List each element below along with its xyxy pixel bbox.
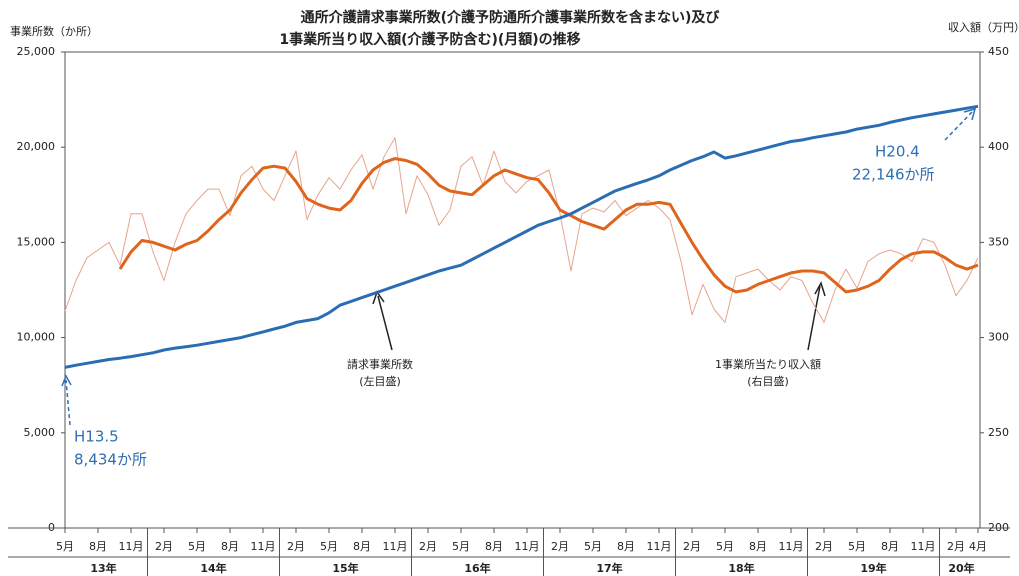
year-label: 16年 (464, 561, 490, 575)
annotation: H13.5 (74, 428, 119, 446)
x-tick-label: 5月 (452, 540, 470, 553)
x-tick-label: 11月 (779, 540, 804, 553)
annotation: 8,434か所 (74, 451, 147, 469)
annotation: (右目盛) (747, 374, 789, 388)
arrow-head (963, 107, 977, 121)
x-tick-label: 11月 (911, 540, 936, 553)
y-tick-label: 5,000 (24, 426, 56, 439)
arrow (65, 379, 71, 426)
year-label: 13年 (90, 561, 116, 575)
x-tick-label: 5月 (584, 540, 602, 553)
chart-title: 1事業所当り収入額(介護予防含む)(月額)の推移 (279, 31, 580, 48)
y-tick-label: 20,000 (17, 140, 56, 153)
x-tick-label: 5月 (848, 540, 866, 553)
x-tick-label: 5月 (320, 540, 338, 553)
series-line (64, 104, 979, 369)
arrow-head (814, 281, 826, 297)
annotation: (左目盛) (359, 374, 401, 388)
year-label: 18年 (728, 561, 754, 575)
arrows (61, 107, 977, 426)
x-tick-label: 11月 (515, 540, 540, 553)
x-tick-label: 2月 (683, 540, 701, 553)
y-axis-label: 事業所数（か所） (10, 25, 98, 38)
x-tick-label: 8月 (617, 540, 635, 553)
x-tick-label: 8月 (221, 540, 239, 553)
x-tick-label: 11月 (251, 540, 276, 553)
x-tick-label: 8月 (485, 540, 503, 553)
x-tick-label: 2月 (419, 540, 437, 553)
x-tick-label: 2月 (947, 540, 965, 553)
y2-tick-label: 350 (988, 235, 1009, 248)
annotation: 1事業所当たり収入額 (715, 357, 821, 371)
annotation: H20.4 (875, 143, 920, 161)
x-tick-label: 4月 (969, 540, 987, 553)
arrow-head (61, 374, 72, 387)
year-label: 20年 (948, 561, 974, 575)
y2-axis-label: 収入額（万円） (948, 21, 1019, 34)
series-line (118, 157, 979, 294)
x-tick-label: 5月 (188, 540, 206, 553)
x-tick-label: 5月 (716, 540, 734, 553)
x-tick-label: 11月 (647, 540, 672, 553)
arrow (807, 285, 821, 351)
year-label: 17年 (596, 561, 622, 575)
y2-tick-label: 400 (988, 140, 1009, 153)
x-tick-label: 11月 (119, 540, 144, 553)
series-line (64, 137, 979, 323)
x-tick-label: 8月 (89, 540, 107, 553)
y-tick-label: 10,000 (17, 331, 56, 344)
y2-tick-label: 250 (988, 426, 1009, 439)
x-tick-label: 5月 (56, 540, 74, 553)
x-tick-label: 8月 (881, 540, 899, 553)
annotation: 請求事業所数 (347, 357, 413, 371)
y2-tick-label: 300 (988, 331, 1009, 344)
x-tick-label: 2月 (155, 540, 173, 553)
arrow (944, 111, 973, 141)
x-tick-label: 11月 (383, 540, 408, 553)
x-tick-label: 8月 (749, 540, 767, 553)
x-tick-label: 2月 (815, 540, 833, 553)
arrow (377, 295, 393, 351)
year-label: 14年 (200, 561, 226, 575)
y-tick-label: 15,000 (17, 235, 56, 248)
chart-title: 通所介護請求事業所数(介護予防通所介護事業所数を含まない)及び (301, 9, 721, 26)
x-tick-label: 8月 (353, 540, 371, 553)
y2-tick-label: 450 (988, 45, 1009, 58)
x-tick-label: 2月 (287, 540, 305, 553)
y-tick-label: 25,000 (17, 45, 56, 58)
x-tick-label: 2月 (551, 540, 569, 553)
year-label: 19年 (860, 561, 886, 575)
year-label: 15年 (332, 561, 358, 575)
annotation: 22,146か所 (852, 166, 935, 184)
